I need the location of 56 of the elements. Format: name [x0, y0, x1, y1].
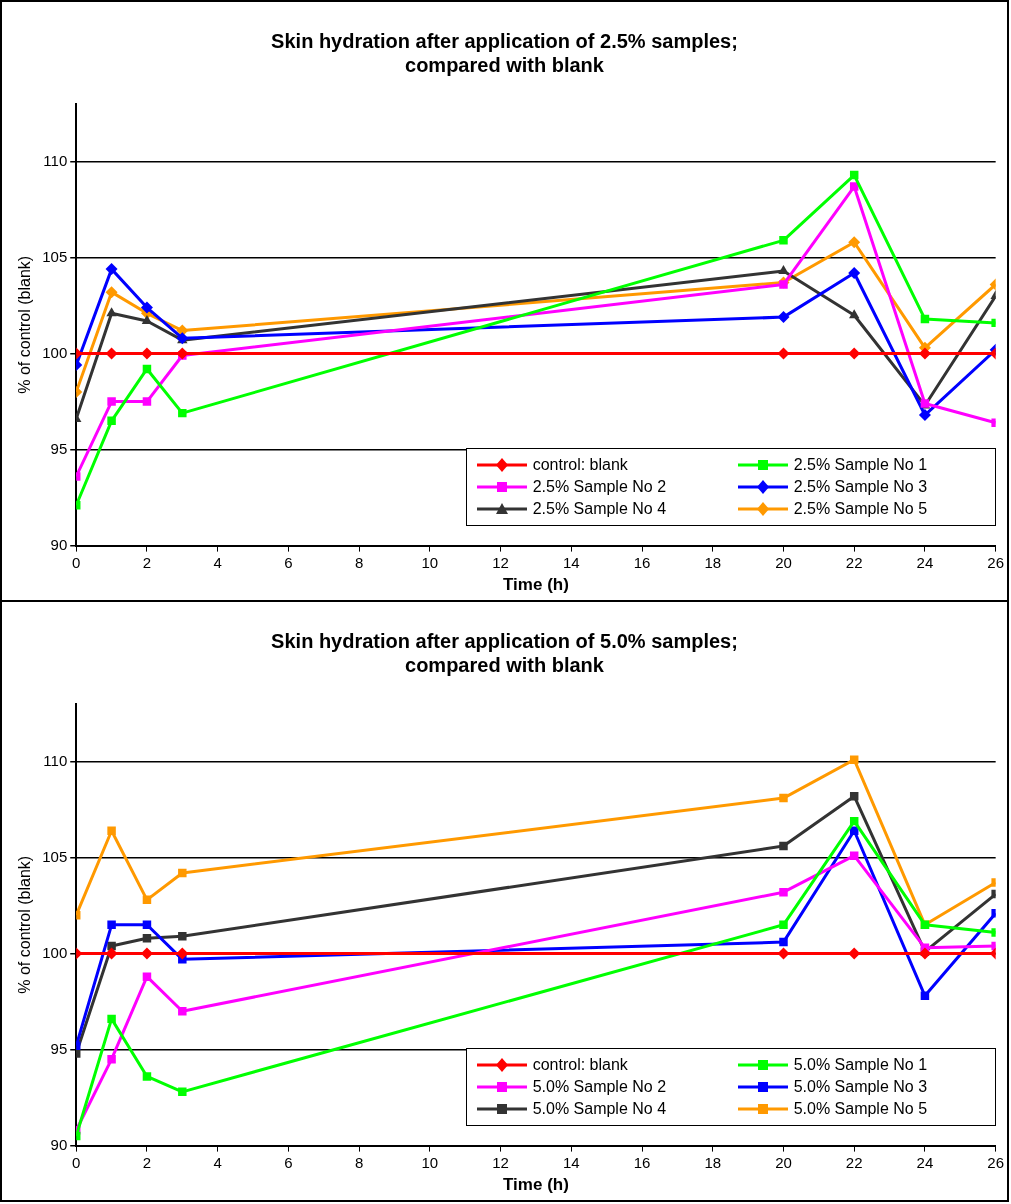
legend-label: 2.5% Sample No 1 [793, 455, 928, 474]
x-tick-label: 8 [354, 1153, 364, 1171]
x-tick-label: 0 [72, 1153, 81, 1171]
y-tick-label: 100 [42, 943, 68, 961]
y-tick-label: 90 [50, 1135, 68, 1153]
x-tick-label: 26 [987, 1153, 1004, 1171]
x-tick-label: 18 [704, 553, 722, 571]
legend-label: 5.0% Sample No 3 [793, 1077, 928, 1096]
x-tick-label: 14 [562, 553, 580, 571]
x-tick-label: 4 [213, 553, 222, 571]
y-tick-label: 90 [50, 535, 68, 553]
y-tick-label: 100 [42, 343, 68, 361]
y-tick-label: 105 [42, 247, 68, 265]
x-tick-label: 16 [633, 1153, 651, 1171]
x-tick-label: 12 [492, 553, 509, 571]
x-tick-label: 18 [704, 1153, 722, 1171]
x-tick-label: 6 [284, 1153, 293, 1171]
x-tick-label: 26 [987, 553, 1004, 571]
x-tick-label: 4 [213, 1153, 222, 1171]
x-axis-title: Time (h) [503, 1175, 569, 1195]
legend-label: 2.5% Sample No 4 [532, 499, 667, 518]
legend-label: 5.0% Sample No 1 [793, 1055, 928, 1074]
legend-label: 5.0% Sample No 5 [793, 1099, 928, 1118]
x-tick-label: 0 [72, 553, 81, 571]
y-tick-label: 110 [43, 151, 68, 169]
x-tick-label: 8 [354, 553, 364, 571]
legend-label: 5.0% Sample No 4 [532, 1099, 667, 1118]
y-tick-label: 95 [50, 1039, 68, 1057]
x-tick-label: 16 [633, 553, 651, 571]
x-tick-label: 14 [562, 1153, 580, 1171]
chart-title: Skin hydration after application of 2.5% samples; compared with blank [271, 29, 738, 76]
x-tick-label: 12 [492, 1153, 509, 1171]
x-tick-label: 10 [421, 1153, 439, 1171]
x-tick-label: 22 [845, 553, 863, 571]
legend-label: control: blank [532, 1055, 628, 1074]
y-tick-label: 95 [50, 439, 68, 457]
legend-label: 5.0% Sample No 2 [532, 1077, 667, 1096]
x-tick-label: 2 [142, 553, 152, 571]
x-tick-label: 24 [916, 553, 934, 571]
y-tick-label: 105 [42, 847, 68, 865]
chart-title: Skin hydration after application of 5.0% samples; compared with blank [271, 629, 738, 676]
x-axis-title: Time (h) [503, 575, 569, 595]
legend-label: 2.5% Sample No 5 [793, 499, 928, 518]
x-tick-label: 22 [845, 1153, 863, 1171]
x-tick-label: 2 [142, 1153, 152, 1171]
x-tick-label: 6 [284, 553, 293, 571]
x-tick-label: 20 [775, 553, 792, 571]
x-tick-label: 10 [421, 553, 439, 571]
y-axis-title: % of control (blank) [16, 255, 34, 394]
legend-label: 2.5% Sample No 2 [532, 477, 667, 496]
x-tick-label: 24 [916, 1153, 934, 1171]
legend-label: 2.5% Sample No 3 [793, 477, 928, 496]
y-tick-label: 110 [43, 751, 68, 769]
legend-label: control: blank [532, 455, 628, 474]
y-axis-title: % of control (blank) [16, 855, 34, 994]
x-tick-label: 20 [775, 1153, 792, 1171]
